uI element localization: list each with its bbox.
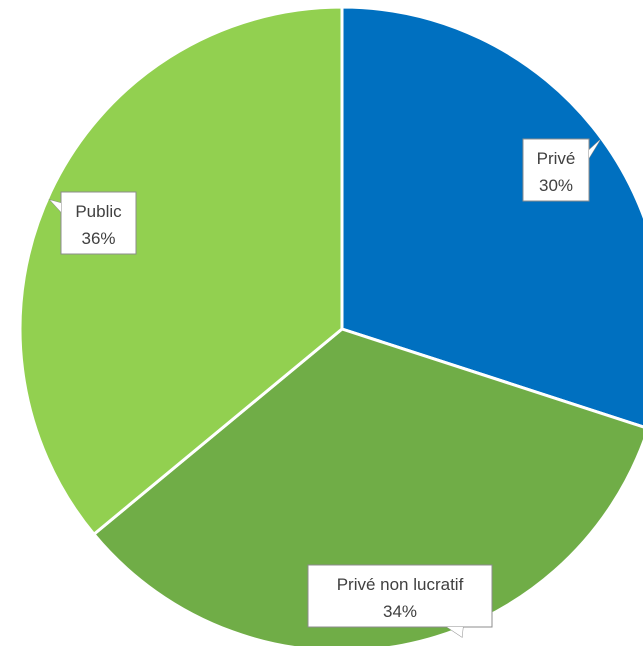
callout-pointer-fill [50, 200, 61, 212]
callout-box [60, 191, 137, 255]
callout-pointer-fill [589, 140, 600, 158]
data-label-priv-: Privé 30% [522, 138, 601, 202]
pie-slice-priv-non-lucratif [92, 327, 643, 646]
slice-label-text: Privé non lucratif [337, 575, 464, 594]
pie-slices [18, 5, 643, 646]
data-label-priv-non-lucratif: Privé non lucratif 34% [307, 564, 493, 638]
pie-data-labels: Privé 30% Privé non lucratif 34% Public 36% [48, 138, 601, 638]
slice-percent-text: 30% [539, 176, 573, 195]
slice-label-text: Public [75, 202, 122, 221]
slice-percent-text: 34% [383, 602, 417, 621]
callout-box [307, 564, 493, 628]
pie-slice-public [18, 5, 344, 536]
data-label-public: Public 36% [48, 191, 137, 255]
slice-percent-text: 36% [81, 229, 115, 248]
callout-pointer-fill [447, 627, 463, 637]
callout-box [522, 138, 590, 202]
slice-label-text: Privé [537, 149, 576, 168]
pie-slice-priv- [340, 5, 643, 429]
